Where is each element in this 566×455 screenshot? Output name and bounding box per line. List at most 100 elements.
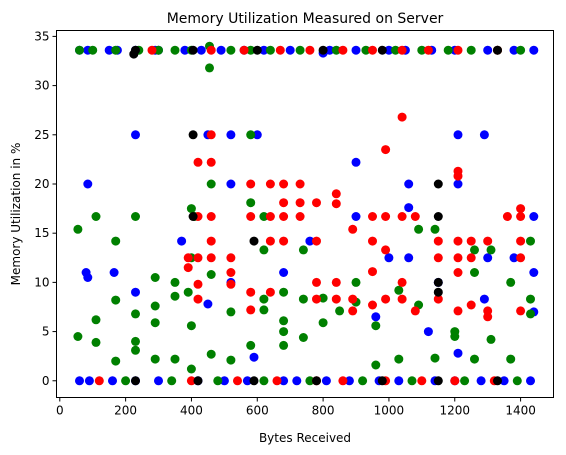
data-point	[131, 130, 140, 140]
y-tick-label: 0	[42, 374, 50, 388]
data-point	[226, 307, 236, 317]
data-point	[275, 45, 285, 55]
data-point	[279, 340, 289, 350]
data-point	[265, 287, 275, 297]
data-point	[361, 45, 371, 55]
data-point	[183, 253, 193, 263]
data-point	[368, 45, 377, 55]
data-point	[368, 267, 377, 277]
data-point	[486, 334, 496, 344]
data-point	[279, 316, 289, 326]
y-tick-label: 5	[42, 325, 50, 339]
data-point	[206, 45, 216, 55]
data-point	[318, 293, 328, 303]
data-point	[131, 212, 140, 221]
data-point	[384, 45, 394, 55]
data-point	[170, 45, 180, 55]
data-point	[417, 45, 427, 55]
data-point	[111, 295, 121, 305]
data-point	[206, 130, 216, 140]
data-point	[335, 306, 345, 316]
data-point	[397, 212, 407, 221]
data-point	[259, 45, 269, 55]
data-point	[279, 268, 289, 277]
data-point	[249, 236, 259, 246]
data-point	[344, 376, 354, 386]
plot-frame	[56, 30, 554, 398]
data-point	[450, 332, 460, 341]
data-point	[529, 212, 539, 221]
data-point	[470, 268, 479, 277]
data-point	[499, 376, 509, 386]
data-point	[91, 337, 101, 347]
y-tick-label: 35	[34, 29, 49, 43]
data-point	[91, 315, 101, 325]
data-point	[397, 294, 407, 304]
data-point	[94, 376, 104, 386]
data-point	[433, 287, 443, 297]
data-point	[131, 287, 140, 297]
x-tick-label: 400	[180, 404, 203, 418]
data-point	[259, 212, 269, 221]
data-point	[265, 212, 275, 221]
data-point	[279, 198, 289, 208]
data-point	[516, 306, 526, 316]
data-point	[193, 253, 203, 263]
data-point	[170, 354, 180, 364]
data-point	[206, 270, 216, 279]
data-point	[246, 212, 256, 221]
data-point	[312, 294, 321, 304]
data-point	[470, 245, 479, 255]
data-point	[226, 279, 236, 289]
data-point	[502, 212, 512, 221]
x-tick-label: 1200	[439, 404, 470, 418]
data-point	[394, 376, 404, 386]
data-point	[404, 203, 414, 213]
data-point	[180, 45, 190, 55]
data-point	[443, 45, 453, 55]
data-point	[83, 179, 93, 189]
data-point	[249, 376, 259, 386]
data-point	[129, 49, 139, 59]
data-point	[188, 130, 198, 140]
data-point	[239, 45, 249, 55]
data-point	[226, 355, 236, 365]
data-point	[295, 198, 305, 208]
data-point	[466, 236, 476, 246]
y-tick-label: 15	[34, 226, 49, 240]
data-point	[242, 376, 252, 386]
data-point	[453, 179, 463, 189]
data-point	[246, 305, 256, 315]
data-point	[430, 224, 440, 234]
data-point	[479, 130, 489, 140]
data-point	[206, 157, 216, 167]
data-point	[377, 376, 387, 386]
data-point	[295, 212, 305, 221]
data-point	[131, 376, 140, 386]
data-point	[479, 294, 489, 304]
data-point	[206, 212, 216, 221]
data-point	[509, 45, 519, 55]
data-point	[368, 300, 377, 310]
data-point	[351, 212, 361, 221]
data-point	[331, 199, 341, 209]
data-point	[183, 287, 193, 297]
points-layer	[73, 41, 539, 386]
data-point	[305, 236, 315, 246]
data-point	[529, 268, 539, 277]
data-point	[493, 376, 502, 386]
data-point	[206, 349, 216, 359]
data-point	[371, 321, 381, 331]
data-point	[109, 268, 119, 277]
data-point	[526, 376, 535, 386]
data-point	[417, 376, 427, 386]
data-point	[196, 45, 206, 55]
data-point	[150, 318, 160, 328]
data-point	[512, 376, 522, 386]
data-point	[433, 376, 443, 386]
y-tick-label: 25	[34, 128, 49, 142]
data-point	[423, 327, 433, 337]
chart-title: Memory Utilization Measured on Server	[167, 11, 444, 27]
data-point	[285, 45, 295, 55]
x-tick-label: 1000	[374, 404, 405, 418]
